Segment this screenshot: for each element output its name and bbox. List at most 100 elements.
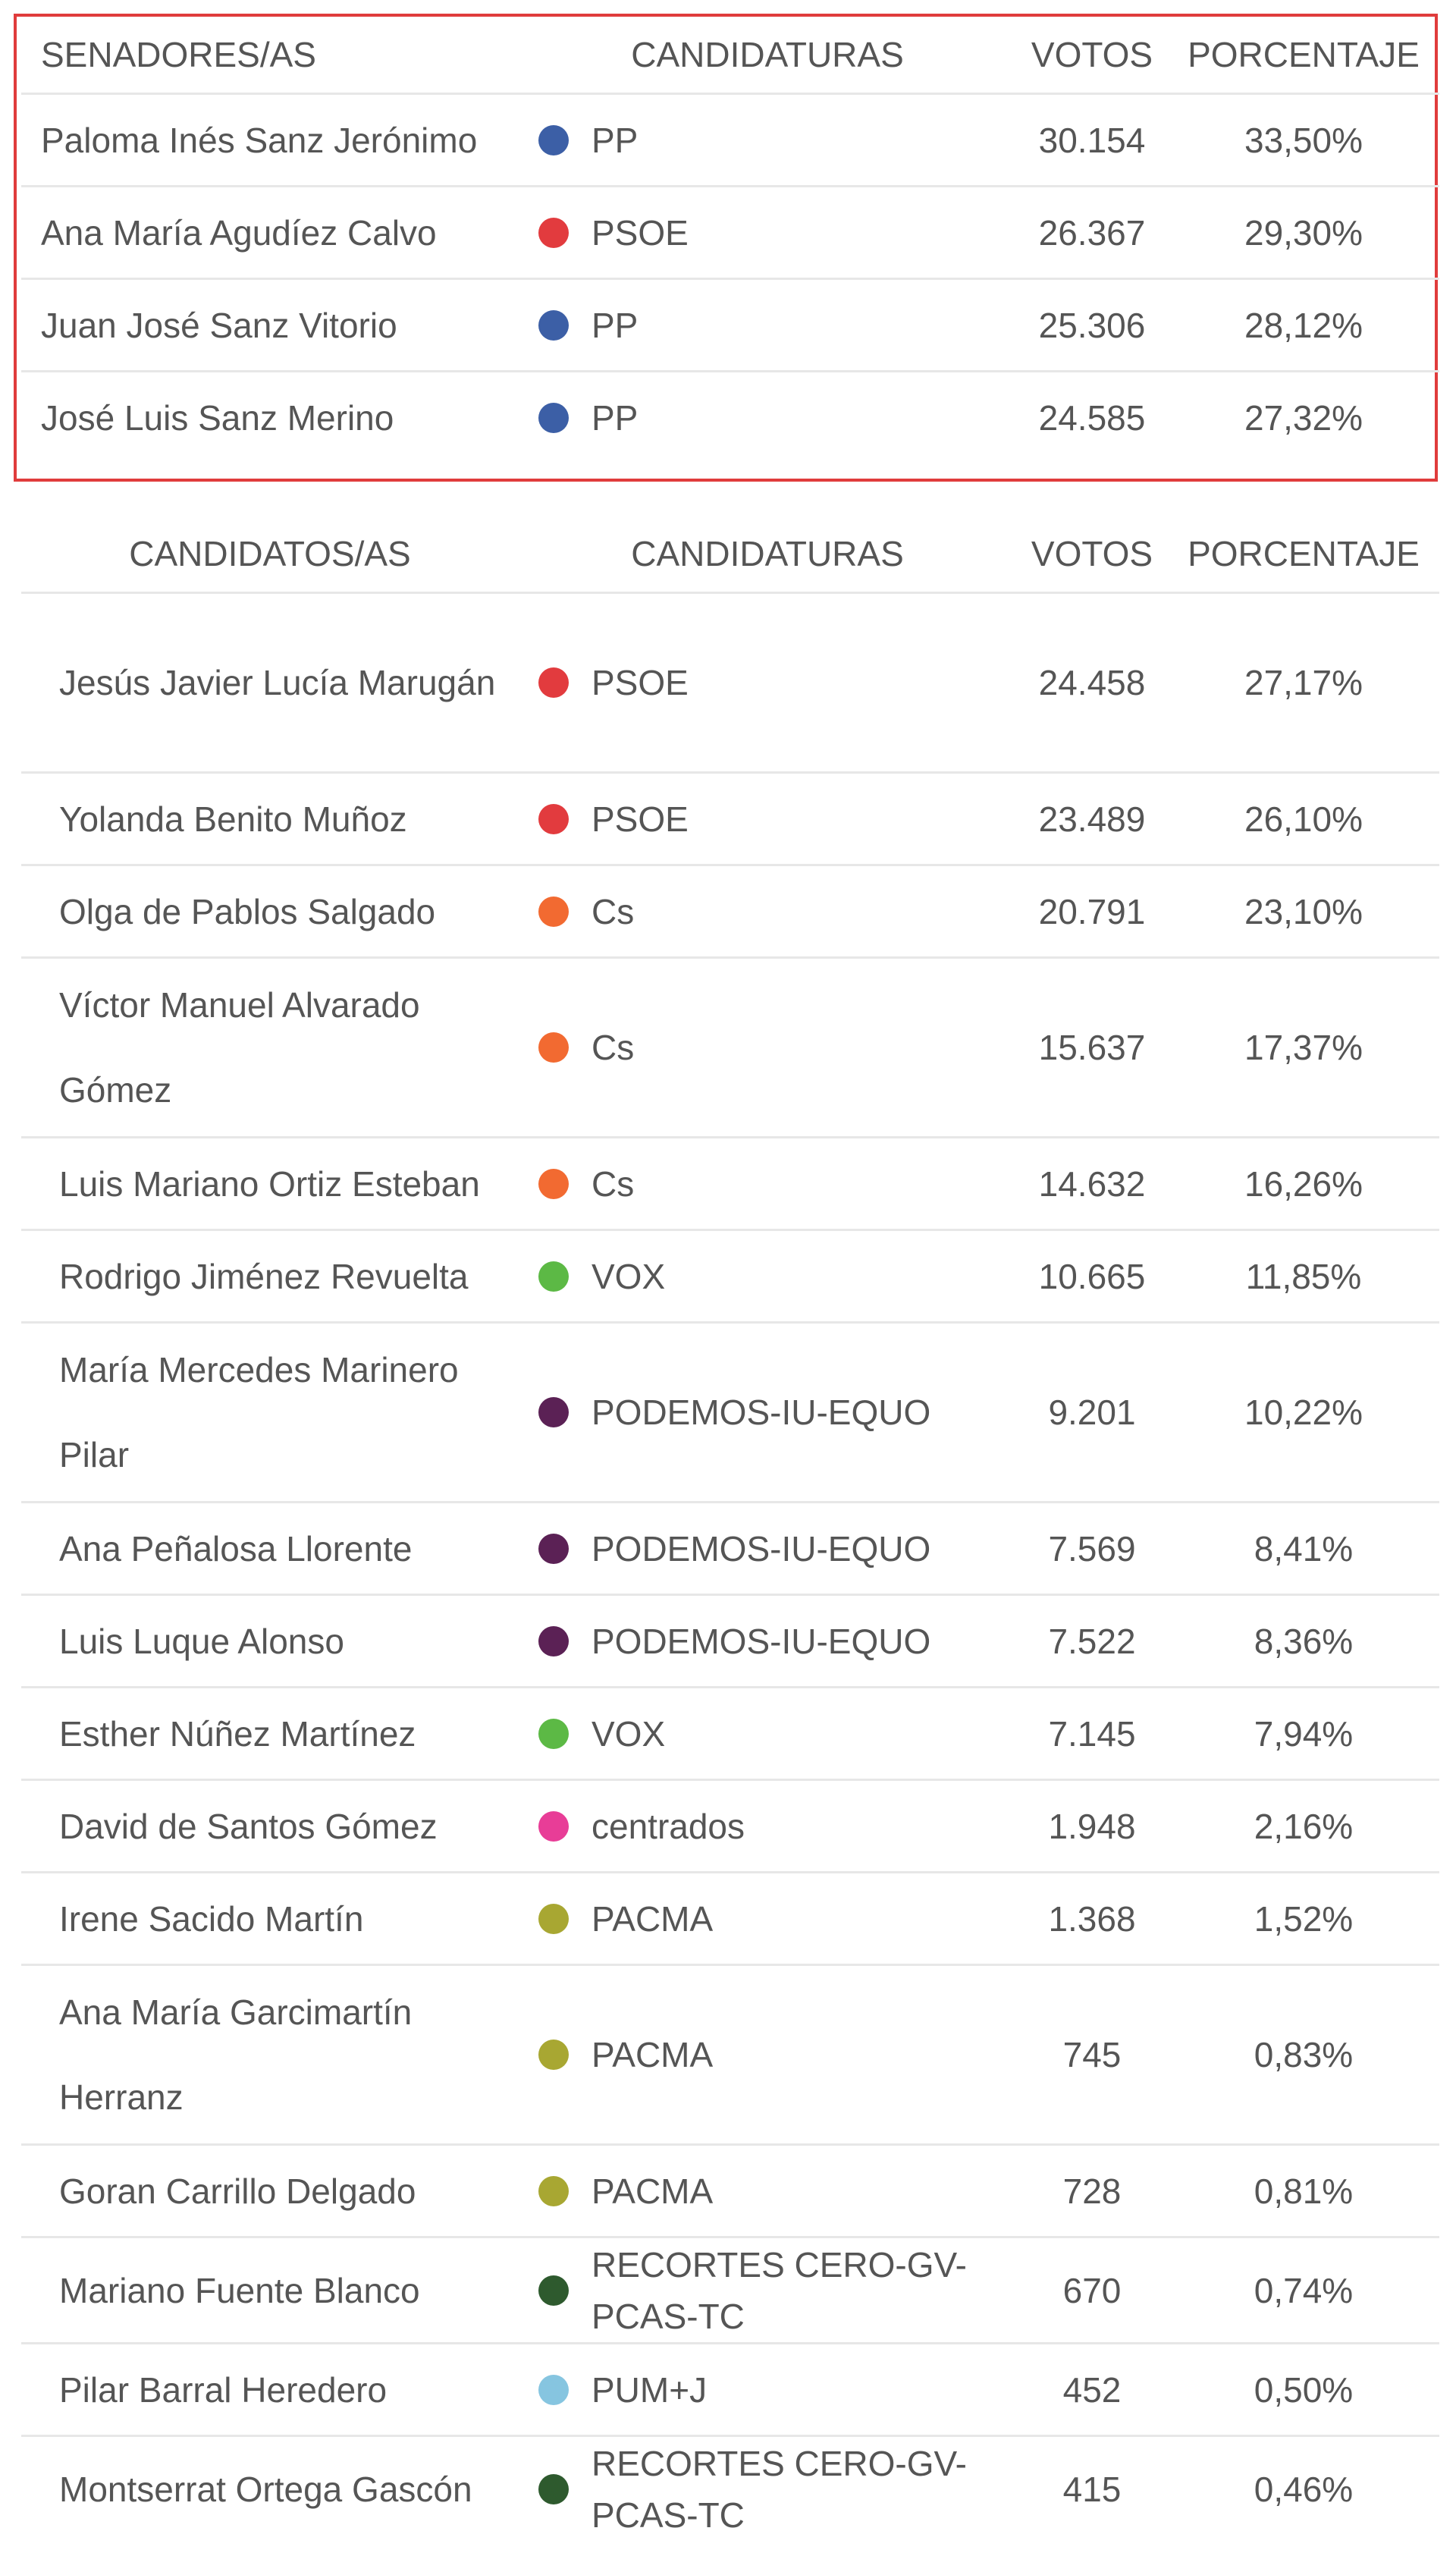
party-name: Cs xyxy=(592,1028,635,1067)
party-color-dot-icon xyxy=(538,402,569,433)
party-color-dot-icon xyxy=(538,309,569,341)
table-row: Víctor Manuel Alvarado Gómez Cs 15.637 17,3… xyxy=(21,956,1439,1138)
candidacy-cell: PACMA xyxy=(519,1964,1016,2145)
candidate-name: Montserrat Ortega Gascón xyxy=(21,2435,519,2541)
party-name: PODEMOS-IU-EQUO xyxy=(592,1393,931,1432)
candidacy-cell: RECORTES CERO-GV-PCAS-TC xyxy=(519,2236,1016,2344)
candidate-name: Irene Sacido Martín xyxy=(21,1871,519,1965)
party-color-dot-icon xyxy=(538,2040,569,2070)
percentage-value: 10,22% xyxy=(1168,1321,1439,1503)
candidate-name: Juan José Sanz Vitorio xyxy=(21,278,519,372)
party-name: PACMA xyxy=(592,2035,714,2074)
party-name: Cs xyxy=(592,1163,635,1204)
column-header-candidacies: CANDIDATURAS xyxy=(519,516,1016,594)
percentage-value: 0,46% xyxy=(1168,2435,1439,2541)
votes-value: 23.489 xyxy=(1016,771,1168,865)
percentage-value: 1,52% xyxy=(1168,1871,1439,1965)
table-row: Paloma Inés Sanz Jerónimo PP 30.154 33,50% xyxy=(21,93,1439,187)
candidacy-cell: PODEMOS-IU-EQUO xyxy=(519,1594,1016,1688)
table-header-row: CANDIDATOS/AS CANDIDATURAS VOTOS PORCENT… xyxy=(21,516,1439,594)
votes-value: 10.665 xyxy=(1016,1229,1168,1323)
party-color-dot-icon xyxy=(538,2275,569,2306)
party-color-dot-icon xyxy=(538,1903,569,1934)
percentage-value: 27,32% xyxy=(1168,370,1439,463)
percentage-value: 8,41% xyxy=(1168,1501,1439,1595)
candidacy-cell: PP xyxy=(519,93,1016,187)
column-header-percentage: PORCENTAJE xyxy=(1168,17,1439,95)
candidacy-cell: PUM+J xyxy=(519,2342,1016,2436)
party-name: PACMA xyxy=(592,2171,714,2211)
percentage-value: 8,36% xyxy=(1168,1594,1439,1688)
party-name: VOX xyxy=(592,1713,666,1754)
party-color-dot-icon xyxy=(538,803,569,834)
votes-value: 26.367 xyxy=(1016,185,1168,279)
table-row: Irene Sacido Martín PACMA 1.368 1,52% xyxy=(21,1871,1439,1965)
party-color-dot-icon xyxy=(538,1810,569,1842)
candidacy-cell: Cs xyxy=(519,864,1016,958)
table-row: José Luis Sanz Merino PP 24.585 27,32% xyxy=(21,370,1439,463)
party-color-dot-icon xyxy=(538,2175,569,2206)
candidacy-cell: PP xyxy=(519,278,1016,372)
party-color-dot-icon xyxy=(538,1261,569,1292)
votes-value: 7.145 xyxy=(1016,1686,1168,1780)
party-name: PACMA xyxy=(592,1898,714,1939)
candidate-name: Paloma Inés Sanz Jerónimo xyxy=(21,93,519,187)
candidacy-cell: PACMA xyxy=(519,2143,1016,2237)
table-row: Luis Luque Alonso PODEMOS-IU-EQUO 7.522 8,3… xyxy=(21,1594,1439,1688)
table-row: Montserrat Ortega Gascón RECORTES CERO-GV… xyxy=(21,2435,1439,2541)
party-color-dot-icon xyxy=(538,1533,569,1564)
candidacy-cell: VOX xyxy=(519,1229,1016,1323)
candidate-name: Ana María Agudíez Calvo xyxy=(21,185,519,279)
table-row: Ana María Garcimartín Herranz PACMA 745 0,8… xyxy=(21,1964,1439,2145)
table-row: Rodrigo Jiménez Revuelta VOX 10.665 11,85% xyxy=(21,1229,1439,1323)
column-header-candidates: CANDIDATOS/AS xyxy=(21,516,519,594)
candidacy-cell: PSOE xyxy=(519,592,1016,773)
candidacy-cell: PSOE xyxy=(519,771,1016,865)
party-color-dot-icon xyxy=(538,1032,569,1063)
votes-value: 15.637 xyxy=(1016,956,1168,1138)
candidate-name: Esther Núñez Martínez xyxy=(21,1686,519,1780)
table-row: Jesús Javier Lucía Marugán PSOE 24.458 27,1… xyxy=(21,592,1439,773)
votes-value: 25.306 xyxy=(1016,278,1168,372)
candidacy-cell: RECORTES CERO-GV-PCAS-TC xyxy=(519,2435,1016,2541)
votes-value: 415 xyxy=(1016,2435,1168,2541)
candidate-name: Pilar Barral Heredero xyxy=(21,2342,519,2436)
candidate-name: Rodrigo Jiménez Revuelta xyxy=(21,1229,519,1323)
candidacy-cell: PACMA xyxy=(519,1871,1016,1965)
candidate-name: Luis Luque Alonso xyxy=(21,1594,519,1688)
table-row: Goran Carrillo Delgado PACMA 728 0,81% xyxy=(21,2143,1439,2237)
elected-senators-table: SENADORES/AS CANDIDATURAS VOTOS PORCENTA… xyxy=(21,17,1439,463)
percentage-value: 28,12% xyxy=(1168,278,1439,372)
column-header-percentage: PORCENTAJE xyxy=(1168,516,1439,594)
table-row: Yolanda Benito Muñoz PSOE 23.489 26,10% xyxy=(21,771,1439,865)
candidate-name: Ana Peñalosa Llorente xyxy=(21,1501,519,1595)
votes-value: 9.201 xyxy=(1016,1321,1168,1503)
percentage-value: 0,83% xyxy=(1168,1964,1439,2145)
table-row: Olga de Pablos Salgado Cs 20.791 23,10% xyxy=(21,864,1439,958)
table-row: Ana María Agudíez Calvo PSOE 26.367 29,30% xyxy=(21,185,1439,279)
party-name: PP xyxy=(592,120,639,160)
party-color-dot-icon xyxy=(538,217,569,248)
votes-value: 1.948 xyxy=(1016,1779,1168,1873)
votes-value: 1.368 xyxy=(1016,1871,1168,1965)
votes-value: 30.154 xyxy=(1016,93,1168,187)
party-color-dot-icon xyxy=(538,1718,569,1749)
percentage-value: 16,26% xyxy=(1168,1136,1439,1230)
table-row: David de Santos Gómez centrados 1.948 2,16% xyxy=(21,1779,1439,1873)
candidacy-cell: PSOE xyxy=(519,185,1016,279)
party-name: PODEMOS-IU-EQUO xyxy=(592,1528,931,1569)
party-name: PSOE xyxy=(592,799,689,839)
column-header-votes: VOTOS xyxy=(1016,516,1168,594)
party-color-dot-icon xyxy=(538,1625,569,1656)
percentage-value: 23,10% xyxy=(1168,864,1439,958)
candidates-table: CANDIDATOS/AS CANDIDATURAS VOTOS PORCENT… xyxy=(21,516,1439,2541)
table-row: María Mercedes Marinero Pilar PODEMOS-IU-… xyxy=(21,1321,1439,1503)
candidacy-cell: Cs xyxy=(519,956,1016,1138)
table-row: Luis Mariano Ortiz Esteban Cs 14.632 16,26% xyxy=(21,1136,1439,1230)
candidate-name: Luis Mariano Ortiz Esteban xyxy=(21,1136,519,1230)
percentage-value: 0,81% xyxy=(1168,2143,1439,2237)
party-color-dot-icon xyxy=(538,1168,569,1199)
candidacy-cell: Cs xyxy=(519,1136,1016,1230)
party-name: PODEMOS-IU-EQUO xyxy=(592,1621,931,1661)
candidate-name: Víctor Manuel Alvarado Gómez xyxy=(21,956,519,1138)
